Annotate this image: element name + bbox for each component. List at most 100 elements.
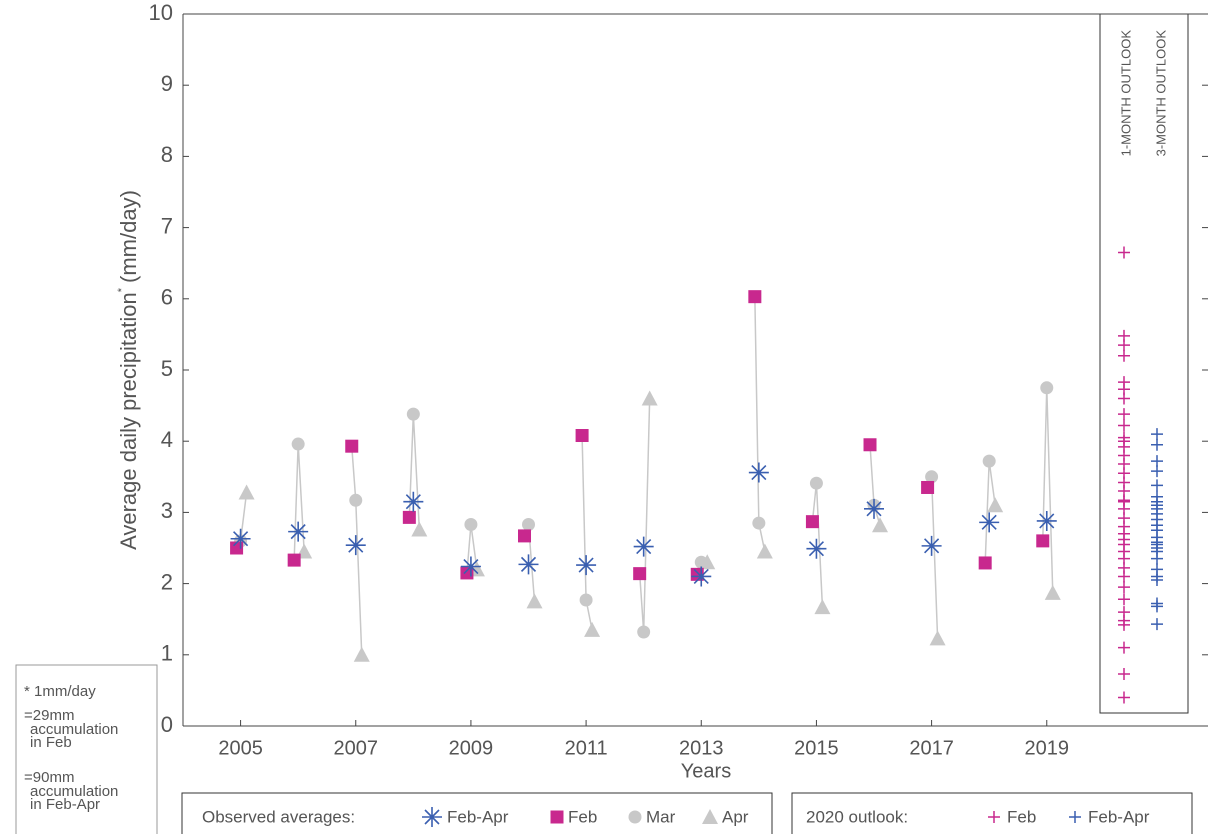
marker-circle <box>628 810 642 824</box>
y-tick-label: 7 <box>161 213 173 238</box>
marker-plus <box>1118 618 1130 631</box>
marker-triangle <box>411 521 428 537</box>
footnote-line: * 1mm/day <box>24 683 96 700</box>
marker-triangle <box>872 517 889 533</box>
marker-asterisk <box>979 512 1000 533</box>
x-axis-label: Years <box>681 760 731 782</box>
marker-triangle <box>702 809 718 824</box>
outlook-legend-item: Feb <box>988 807 1036 826</box>
marker-square <box>287 553 301 567</box>
marker-square <box>518 529 532 543</box>
marker-triangle <box>584 621 601 637</box>
outlook-box <box>1099 13 1189 714</box>
marker-circle <box>406 407 420 421</box>
y-tick-label: 10 <box>149 0 173 25</box>
marker-triangle <box>1044 584 1061 600</box>
marker-circle <box>1040 381 1054 395</box>
outlook-legend-label: Feb-Apr <box>1088 807 1150 826</box>
marker-asterisk <box>748 462 769 483</box>
marker-plus <box>1118 392 1130 405</box>
marker-square <box>575 429 589 443</box>
footnote-line: in Feb <box>30 734 72 751</box>
legend-item: Apr <box>702 807 749 826</box>
y-tick-label: 6 <box>161 285 173 310</box>
marker-asterisk <box>1036 510 1057 531</box>
marker-asterisk <box>518 554 539 575</box>
x-tick-label: 2011 <box>565 737 608 759</box>
marker-triangle <box>756 543 773 559</box>
legend-label: Feb-Apr <box>447 807 509 826</box>
marker-plus <box>1118 339 1130 352</box>
x-tick-label: 2005 <box>218 737 263 759</box>
outlook-label: 3-MONTH OUTLOOK <box>1153 30 1168 157</box>
marker-asterisk <box>806 538 827 559</box>
outlook-legend-label: Feb <box>1007 807 1036 826</box>
y-tick-label: 1 <box>161 641 173 666</box>
marker-asterisk <box>576 555 597 576</box>
marker-plus <box>1069 811 1081 823</box>
marker-plus <box>1151 428 1163 441</box>
marker-plus <box>1118 691 1130 704</box>
marker-plus <box>1118 581 1130 594</box>
marker-asterisk <box>288 521 309 542</box>
marker-plus <box>1151 438 1163 451</box>
marker-asterisk <box>230 528 251 549</box>
x-tick-label: 2015 <box>794 737 839 759</box>
y-tick-label: 8 <box>161 142 173 167</box>
marker-triangle <box>699 554 716 570</box>
marker-plus <box>1118 570 1130 583</box>
connector <box>1042 387 1054 593</box>
legend-item: Feb <box>550 807 597 826</box>
marker-asterisk <box>633 536 654 557</box>
marker-square <box>345 439 359 453</box>
x-tick-label: 2013 <box>679 737 724 759</box>
legend-item: Mar <box>628 807 676 826</box>
marker-triangle <box>641 390 658 406</box>
marker-triangle <box>929 630 946 646</box>
marker-triangle <box>238 484 255 500</box>
marker-square <box>402 510 416 524</box>
x-tick-label: 2017 <box>909 737 954 759</box>
marker-plus <box>1151 552 1163 565</box>
marker-plus <box>988 811 1000 823</box>
marker-square <box>1036 534 1050 548</box>
marker-circle <box>752 516 766 530</box>
marker-triangle <box>814 599 831 615</box>
y-axis-label: Average daily precipitation* (mm/day) <box>116 190 141 550</box>
marker-square <box>863 438 877 452</box>
marker-square <box>550 810 564 824</box>
marker-plus <box>1151 465 1163 478</box>
marker-plus <box>1151 574 1163 587</box>
connector <box>754 296 766 552</box>
marker-asterisk <box>460 556 481 577</box>
connector <box>293 444 305 561</box>
footnote-line: accumulation <box>30 783 118 800</box>
marker-circle <box>522 518 536 532</box>
y-tick-label: 0 <box>161 712 173 737</box>
footnote-line: accumulation <box>30 721 118 738</box>
marker-circle <box>291 437 305 451</box>
marker-plus <box>1151 618 1163 631</box>
marker-circle <box>349 493 363 507</box>
marker-asterisk <box>422 807 442 827</box>
marker-asterisk <box>864 498 885 519</box>
outlook-label: 1-MONTH OUTLOOK <box>1118 30 1133 157</box>
marker-square <box>633 567 647 581</box>
marker-plus <box>1118 593 1130 606</box>
marker-plus <box>1118 349 1130 362</box>
footnote-box <box>15 664 158 834</box>
outlook-legend-title: 2020 outlook: <box>806 807 908 826</box>
marker-circle <box>464 518 478 532</box>
outlook-legend-item: Feb-Apr <box>1069 807 1150 826</box>
marker-plus <box>1151 600 1163 613</box>
outlook-legend-box <box>791 792 1193 834</box>
marker-square <box>978 556 992 570</box>
marker-triangle <box>353 646 370 662</box>
marker-triangle <box>526 593 543 609</box>
marker-plus <box>1118 246 1130 259</box>
legend-item: Feb-Apr <box>422 807 509 827</box>
legend-label: Feb <box>568 807 597 826</box>
marker-asterisk <box>921 535 942 556</box>
footnote-line: =90mm <box>24 769 74 786</box>
